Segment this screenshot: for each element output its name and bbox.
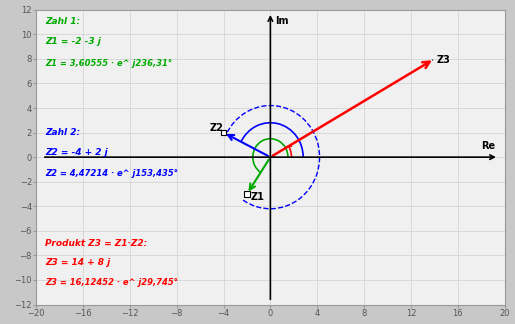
Text: Z2: Z2 (210, 123, 224, 133)
Text: Produkt Z3 = Z1·Z2:: Produkt Z3 = Z1·Z2: (45, 238, 148, 248)
Text: Z1 = 3,60555 · e^ j236,31°: Z1 = 3,60555 · e^ j236,31° (45, 59, 173, 68)
Bar (244, 191, 250, 197)
Text: Im: Im (275, 16, 288, 26)
Bar (221, 130, 226, 135)
Text: Z1: Z1 (250, 192, 264, 202)
Text: Z1 = -2 -3 j: Z1 = -2 -3 j (45, 37, 101, 46)
Text: Z3: Z3 (437, 54, 451, 64)
Text: Z2 = -4 + 2 j: Z2 = -4 + 2 j (45, 148, 108, 157)
Text: Z3 = 14 + 8 j: Z3 = 14 + 8 j (45, 258, 111, 267)
Text: Z2 = 4,47214 · e^ j153,435°: Z2 = 4,47214 · e^ j153,435° (45, 168, 178, 178)
Text: Zahl 2:: Zahl 2: (45, 128, 80, 137)
Text: Re: Re (481, 141, 495, 151)
Text: Zahl 1:: Zahl 1: (45, 17, 80, 27)
Text: Z3 = 16,12452 · e^ j29,745°: Z3 = 16,12452 · e^ j29,745° (45, 278, 178, 287)
